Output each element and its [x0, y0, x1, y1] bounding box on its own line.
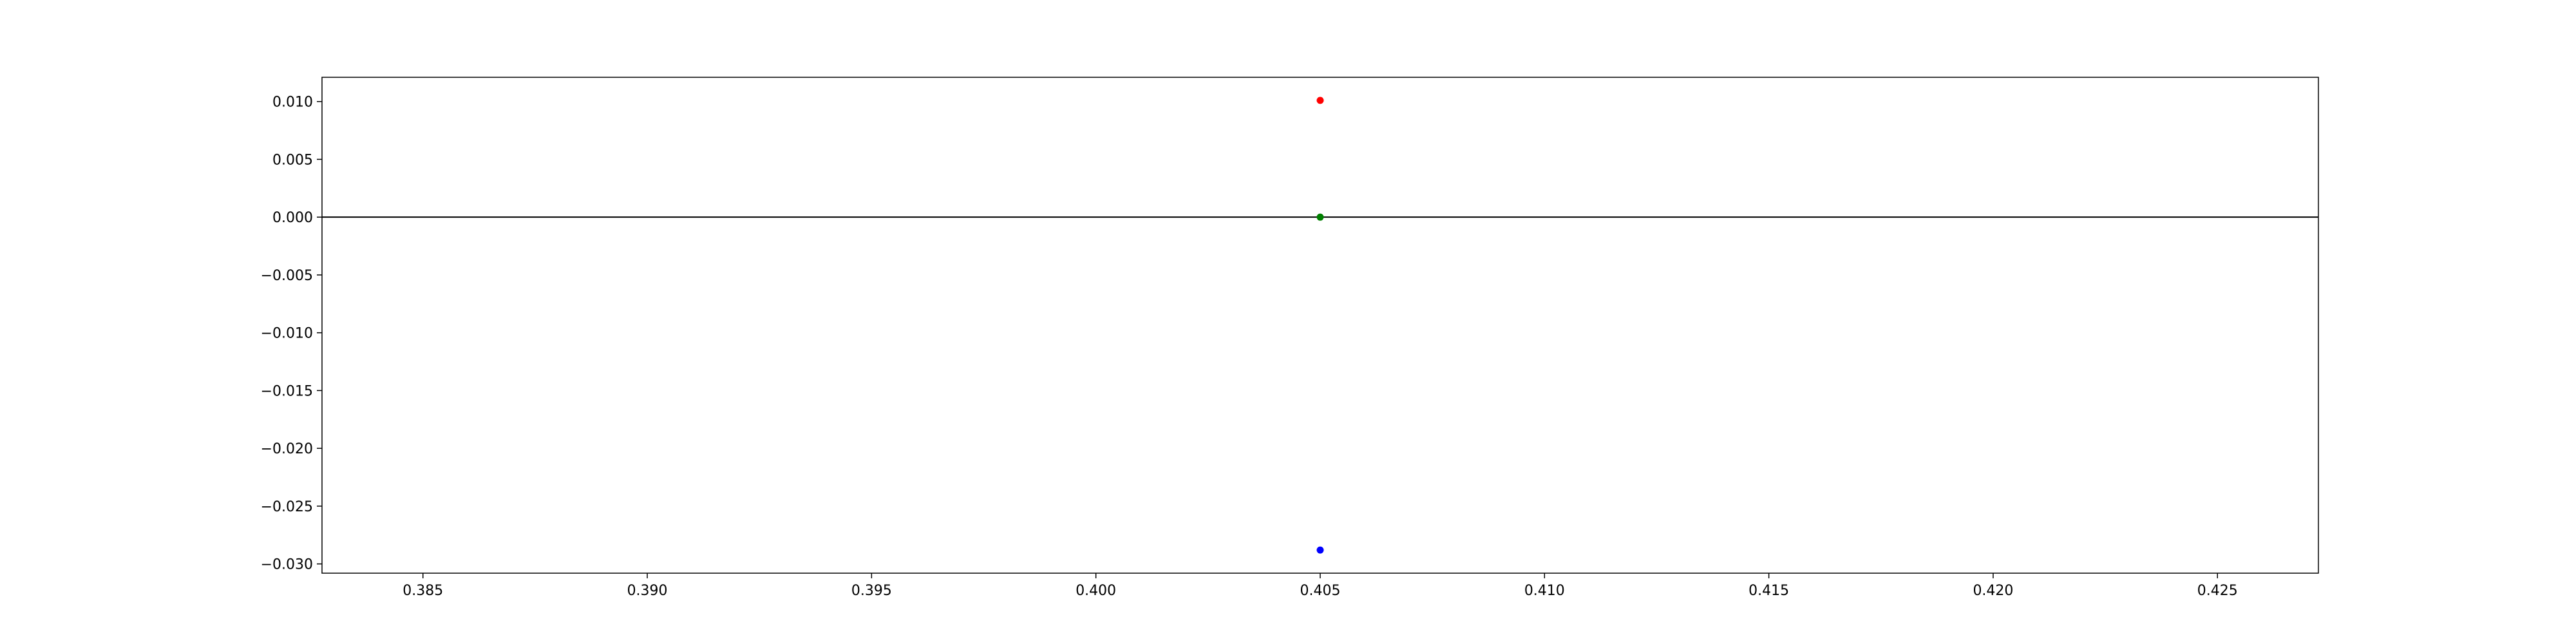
x-tick-label: 0.385 [402, 583, 443, 599]
x-tick-label: 0.400 [1075, 583, 1116, 599]
x-tick-label: 0.390 [627, 583, 668, 599]
x-axis: 0.385 0.390 0.395 0.400 0.405 0.410 0.415 0.420… [402, 573, 2238, 599]
x-tick-label: 0.405 [1300, 583, 1341, 599]
data-point [1316, 546, 1324, 554]
y-axis: 0.010 0.005 0.000 −0.005 −0.010 −0.015 −0.020 −… [261, 95, 322, 573]
plot-frame [321, 77, 2319, 574]
y-tick-label: −0.015 [261, 383, 313, 399]
y-tick-label: 0.000 [272, 210, 313, 226]
data-point [1316, 97, 1324, 104]
y-tick-label: 0.005 [272, 152, 313, 168]
y-tick-label: −0.010 [261, 326, 313, 342]
data-points [1316, 97, 1324, 554]
x-tick-label: 0.420 [1973, 583, 2013, 599]
y-tick-label: −0.025 [261, 499, 313, 515]
x-tick-label: 0.425 [2197, 583, 2238, 599]
x-tick-label: 0.395 [851, 583, 892, 599]
x-tick-label: 0.415 [1748, 583, 1789, 599]
data-point [1316, 213, 1324, 221]
y-tick-label: −0.005 [261, 268, 313, 284]
y-tick-label: −0.020 [261, 441, 313, 457]
y-tick-label: −0.030 [261, 557, 313, 573]
x-tick-label: 0.410 [1524, 583, 1565, 599]
y-tick-label: 0.010 [272, 95, 313, 111]
